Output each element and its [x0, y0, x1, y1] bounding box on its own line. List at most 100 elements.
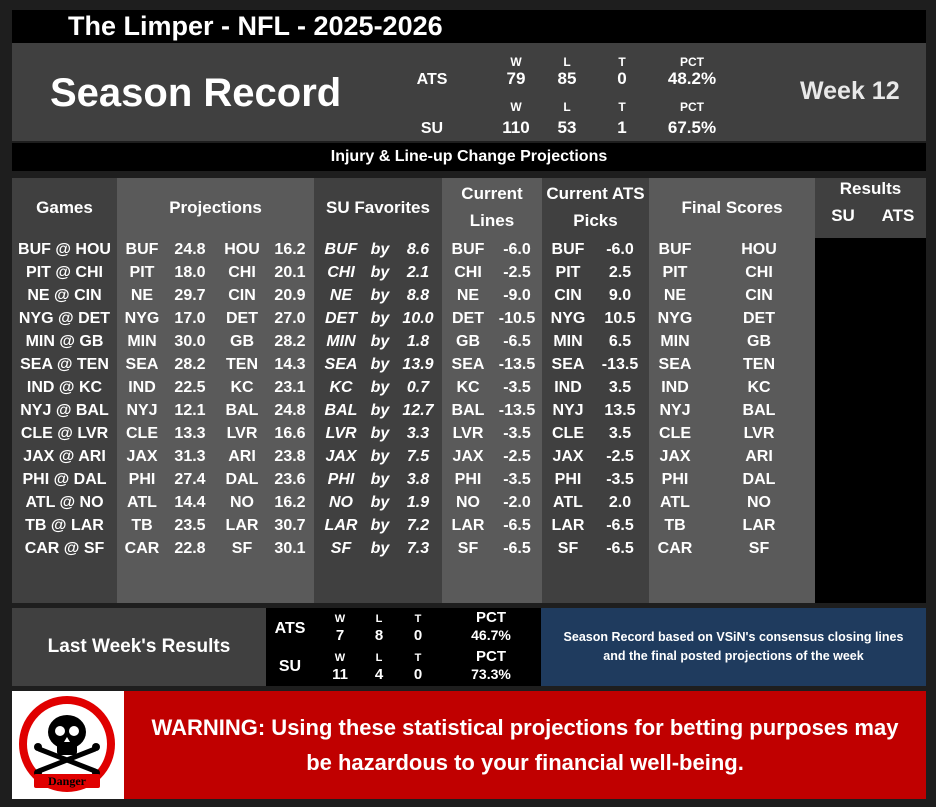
line-value: -2.0	[503, 494, 531, 511]
proj-away-score: 29.7	[174, 287, 206, 304]
ats-pick-team: CLE	[552, 425, 584, 442]
final-away-team: BUF	[658, 241, 692, 258]
final-home-team: GB	[747, 333, 771, 350]
danger-label: Danger	[48, 774, 87, 788]
proj-away-team: NYJ	[126, 402, 158, 419]
lw-su-w-header: W	[334, 652, 346, 664]
line-team: GB	[456, 333, 480, 350]
lw-su-label: SU	[278, 658, 302, 675]
proj-away-score: 23.5	[174, 517, 206, 534]
warning-text: WARNING: Using these statistical project…	[151, 715, 899, 775]
season-record-title: Season Record	[50, 71, 342, 115]
lw-su-t-header: T	[414, 652, 422, 664]
proj-away-team: PHI	[128, 471, 156, 488]
final-home-team: NO	[747, 494, 771, 511]
line-value: -9.0	[503, 287, 531, 304]
game-matchup: SEA @ TEN	[20, 356, 109, 373]
su-l-header: L	[563, 100, 571, 114]
su-favorite-margin: 10.0	[402, 310, 434, 327]
games-column	[12, 178, 117, 603]
ats-pick-team: SEA	[551, 356, 585, 373]
su-favorite-margin: 13.9	[402, 356, 434, 373]
line-value: -13.5	[498, 402, 536, 419]
final-home-team: TEN	[743, 356, 775, 373]
lw-ats-l: 8	[374, 627, 384, 644]
ats-pick-value: 10.5	[604, 310, 636, 327]
proj-away-team: SEA	[125, 356, 159, 373]
proj-away-score: 27.4	[174, 471, 206, 488]
line-team: LAR	[451, 517, 485, 534]
danger-icon-box: Danger	[12, 691, 122, 799]
line-value: -2.5	[503, 264, 531, 281]
su-favorite-by: by	[370, 379, 390, 396]
su-favorite-margin: 1.9	[406, 494, 430, 511]
proj-home-team: DET	[226, 310, 258, 327]
line-value: -2.5	[503, 448, 531, 465]
line-team: NO	[456, 494, 480, 511]
lw-ats-w: 7	[335, 627, 345, 644]
proj-home-team: LAR	[225, 517, 259, 534]
proj-home-team: TEN	[226, 356, 258, 373]
proj-away-team: NE	[130, 287, 154, 304]
su-l-value: 53	[557, 118, 577, 137]
proj-away-score: 31.3	[174, 448, 206, 465]
su-favorite-margin: 7.3	[406, 540, 430, 557]
lw-ats-t: 0	[413, 627, 423, 644]
su-favorite-by: by	[370, 425, 390, 442]
su-favorite-team: KC	[329, 379, 353, 396]
su-favorite-team: MIN	[326, 333, 356, 350]
lw-ats-w-header: W	[334, 613, 346, 625]
su-favorite-team: DET	[325, 310, 357, 327]
ats-pick-value: 3.5	[608, 379, 632, 396]
ats-pick-value: 2.0	[608, 494, 632, 511]
su-favorite-by: by	[370, 540, 390, 557]
final-home-team: KC	[747, 379, 771, 396]
game-matchup: NYJ @ BAL	[20, 402, 109, 419]
su-favorite-by: by	[370, 517, 390, 534]
proj-away-team: BUF	[125, 241, 159, 258]
ats-pct-header: PCT	[680, 55, 704, 69]
line-team: BUF	[451, 241, 485, 258]
su-favorite-margin: 1.8	[406, 333, 430, 350]
ats-pick-team: JAX	[552, 448, 584, 465]
proj-home-score: 23.1	[274, 379, 306, 396]
lw-su-t: 0	[413, 666, 423, 683]
proj-away-team: CAR	[124, 540, 160, 557]
ats-pick-value: -3.5	[606, 471, 634, 488]
line-value: -3.5	[503, 379, 531, 396]
su-w-header: W	[510, 100, 522, 114]
ats-pick-team: SF	[557, 540, 579, 557]
final-away-team: PHI	[661, 471, 689, 488]
lw-su-pct: 73.3%	[471, 666, 511, 682]
ats-pick-team: LAR	[551, 517, 585, 534]
su-pct-header: PCT	[680, 100, 704, 114]
lw-ats-l-header: L	[375, 613, 383, 625]
game-matchup: CLE @ LVR	[20, 425, 109, 442]
page-title: The Limper - NFL - 2025-2026	[12, 10, 926, 43]
su-favorite-by: by	[370, 448, 390, 465]
ats-pct-value: 48.2%	[667, 69, 717, 88]
proj-away-score: 12.1	[174, 402, 206, 419]
lw-su-pct-header: PCT	[476, 648, 506, 665]
proj-away-score: 14.4	[174, 494, 206, 511]
su-favorite-margin: 12.7	[402, 402, 434, 419]
final-home-team: SF	[748, 540, 770, 557]
current-lines-column	[442, 178, 542, 603]
game-matchup: IND @ KC	[26, 379, 103, 396]
proj-home-score: 27.0	[274, 310, 306, 327]
line-value: -6.5	[503, 540, 531, 557]
game-matchup: BUF @ HOU	[18, 241, 111, 258]
su-favorite-team: BAL	[324, 402, 358, 419]
ats-pick-team: BUF	[551, 241, 585, 258]
proj-home-score: 24.8	[274, 402, 306, 419]
results-header-column	[815, 178, 926, 238]
current-lines-header-line2: Lines	[469, 211, 515, 230]
proj-away-team: TB	[131, 517, 153, 534]
proj-away-score: 22.5	[174, 379, 206, 396]
final-away-team: JAX	[659, 448, 691, 465]
final-home-team: DET	[743, 310, 775, 327]
su-t-header: T	[618, 100, 626, 114]
last-week-record: ATS W L T PCT 7 8 0 46.7% SU W L T PCT 1…	[266, 608, 541, 686]
game-matchup: MIN @ GB	[25, 333, 104, 350]
ats-pick-team: ATL	[553, 494, 583, 511]
